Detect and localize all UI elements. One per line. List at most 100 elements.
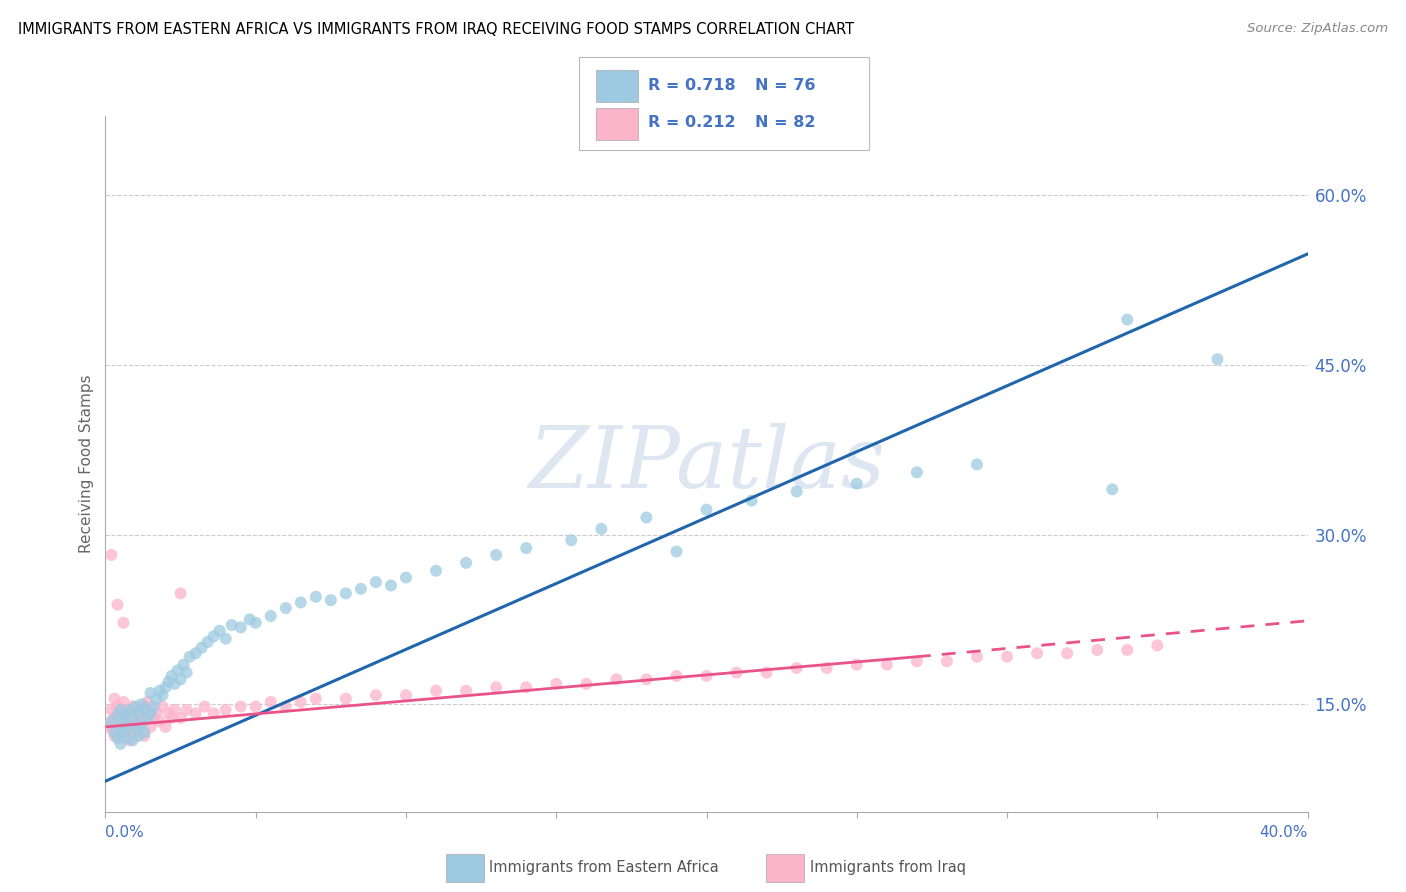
Point [169, 711, 191, 725]
Point [128, 711, 150, 725]
Point [176, 665, 198, 680]
Point [425, 564, 447, 578]
Point [110, 725, 132, 739]
Point [274, 699, 297, 714]
Point [115, 703, 138, 717]
Point [115, 722, 138, 736]
Point [1146, 639, 1168, 653]
Point [995, 649, 1018, 664]
Text: 0.0%: 0.0% [105, 825, 145, 840]
Point [134, 729, 156, 743]
Point [319, 593, 342, 607]
Text: Immigrants from Eastern Africa: Immigrants from Eastern Africa [489, 860, 718, 874]
Point [380, 578, 402, 592]
Point [786, 484, 808, 499]
Point [636, 673, 658, 687]
Point [166, 663, 188, 677]
Point [1116, 312, 1139, 326]
Point [190, 640, 212, 655]
Point [163, 703, 186, 717]
Point [131, 703, 153, 717]
Point [121, 733, 143, 747]
Point [245, 699, 267, 714]
Point [305, 691, 328, 706]
Point [118, 714, 141, 729]
Point [121, 699, 143, 714]
Point [134, 725, 156, 739]
Point [905, 654, 928, 668]
Point [136, 695, 159, 709]
Point [139, 703, 162, 717]
Point [145, 706, 167, 721]
Point [815, 661, 838, 675]
Point [103, 729, 125, 743]
Point [163, 677, 186, 691]
Point [110, 703, 132, 717]
Point [546, 677, 568, 691]
Text: Immigrants from Iraq: Immigrants from Iraq [810, 860, 966, 874]
Text: N = 76: N = 76 [755, 78, 815, 93]
Point [121, 717, 143, 731]
Point [591, 522, 613, 536]
Point [197, 635, 219, 649]
Point [335, 586, 357, 600]
Point [260, 695, 283, 709]
Point [1206, 352, 1229, 367]
Text: R = 0.212: R = 0.212 [648, 115, 735, 130]
Point [155, 720, 177, 734]
Point [905, 466, 928, 480]
Point [173, 657, 195, 672]
Point [454, 556, 477, 570]
Point [786, 661, 808, 675]
Point [184, 646, 207, 660]
Point [335, 691, 357, 706]
Point [515, 541, 537, 555]
Point [103, 711, 125, 725]
Point [305, 590, 328, 604]
Point [350, 582, 373, 596]
Point [134, 699, 156, 714]
Point [124, 725, 146, 739]
Point [157, 674, 180, 689]
Point [107, 720, 129, 734]
Point [103, 725, 125, 739]
Point [395, 688, 418, 702]
Text: R = 0.718: R = 0.718 [648, 78, 735, 93]
Point [131, 714, 153, 729]
Point [121, 711, 143, 725]
Point [665, 544, 688, 558]
Point [202, 629, 225, 643]
Point [97, 717, 120, 731]
Point [145, 691, 167, 706]
Point [560, 533, 582, 548]
Point [1101, 483, 1123, 497]
Point [665, 669, 688, 683]
Point [112, 714, 135, 729]
Point [425, 683, 447, 698]
Point [112, 725, 135, 739]
Point [118, 733, 141, 747]
Point [485, 680, 508, 694]
Point [107, 598, 129, 612]
Point [118, 703, 141, 717]
Point [364, 688, 387, 702]
Point [128, 729, 150, 743]
Point [142, 699, 165, 714]
Point [112, 615, 135, 630]
Point [755, 665, 778, 680]
Point [239, 612, 262, 626]
Point [115, 708, 138, 723]
Point [364, 575, 387, 590]
Point [208, 624, 231, 638]
Point [515, 680, 537, 694]
Point [454, 683, 477, 698]
Point [136, 711, 159, 725]
Point [134, 703, 156, 717]
Point [290, 595, 312, 609]
Point [169, 673, 191, 687]
Point [725, 665, 748, 680]
Point [936, 654, 959, 668]
Point [107, 699, 129, 714]
Point [202, 706, 225, 721]
Point [152, 688, 174, 702]
